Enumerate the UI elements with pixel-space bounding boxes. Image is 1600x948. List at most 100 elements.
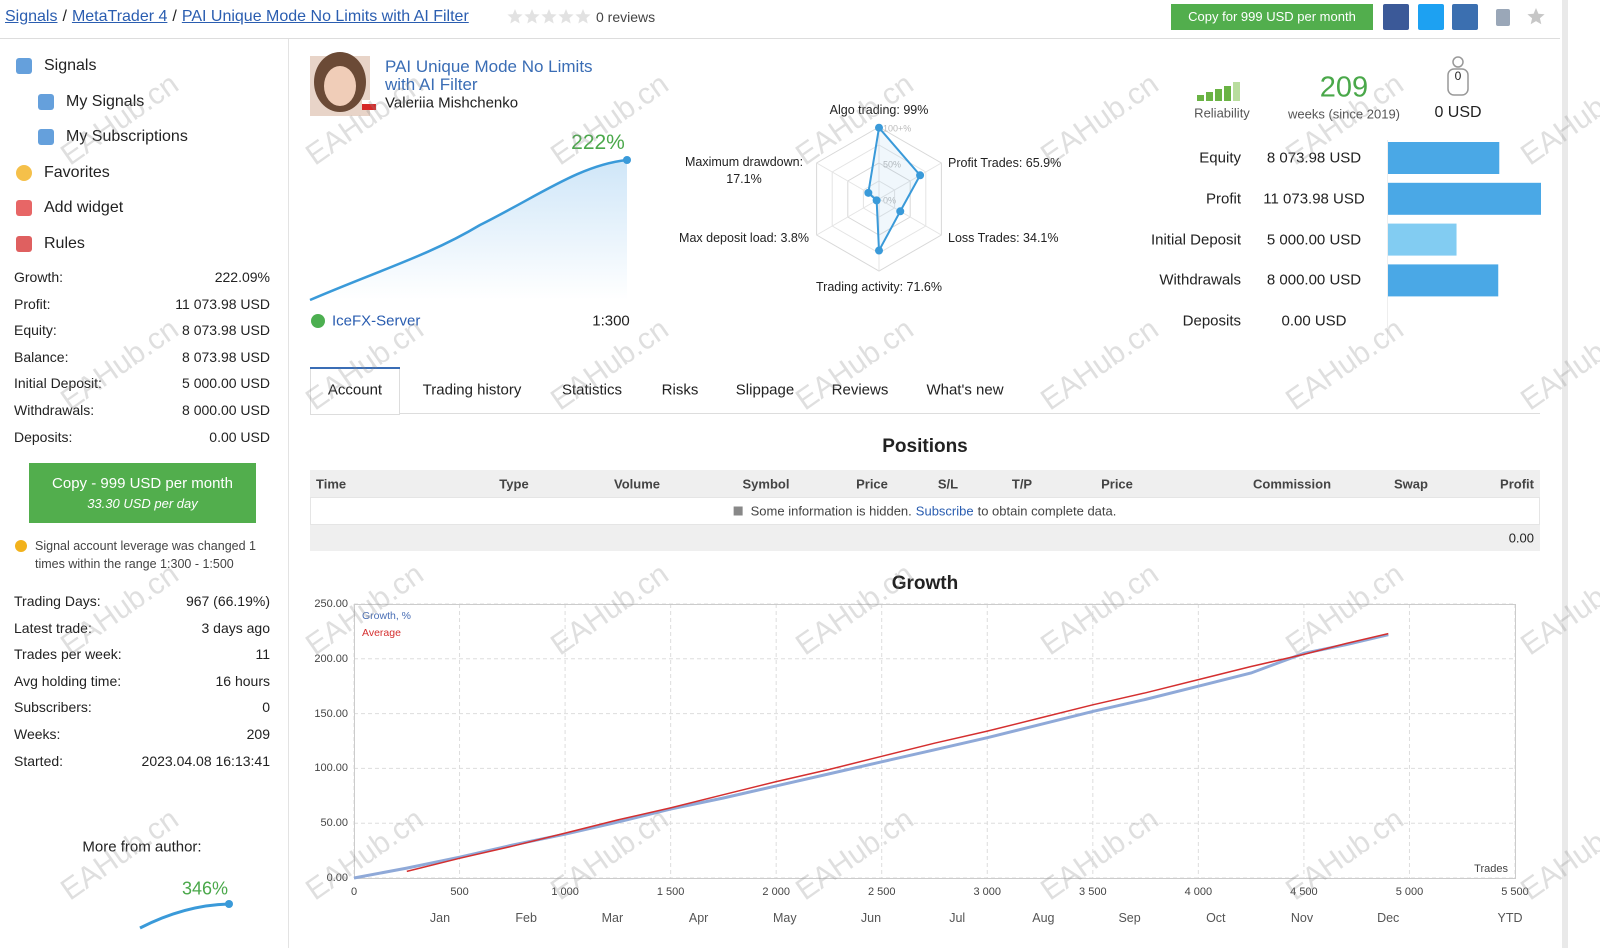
nav-item[interactable]: Rules [44, 235, 85, 252]
breadcrumb-link[interactable]: Signals [5, 8, 58, 25]
radar-label: Max deposit load: 3.8% [679, 231, 809, 245]
radar-tick-label: 0% [883, 195, 896, 205]
tab[interactable]: Account [327, 381, 383, 399]
bar-label: Initial Deposit [1150, 231, 1241, 249]
radar-label: Algo trading: 99% [829, 103, 929, 117]
radar-point [864, 188, 873, 197]
month-label: Apr [688, 911, 709, 925]
stat-label: Withdrawals: [14, 402, 95, 418]
stat-value: 11 [255, 646, 270, 663]
nav-item[interactable]: My Subscriptions [66, 128, 188, 145]
stat-value: 8 073.98 USD [182, 348, 270, 365]
stat-value: 8 073.98 USD [182, 322, 270, 339]
active-tab [310, 367, 400, 415]
star-icon [558, 9, 574, 24]
stat-value: 5 000.00 USD [182, 375, 270, 392]
growth-sparkline [309, 158, 628, 302]
tab[interactable]: Trading history [422, 381, 522, 399]
bar-value: 8 073.98 USD [1266, 149, 1362, 167]
reviews: 0 reviews [596, 9, 656, 25]
subscribe-link[interactable]: Subscribe [915, 503, 974, 519]
nav-item[interactable]: Signals [44, 57, 97, 74]
star-icon [524, 9, 540, 24]
hidden-notice: Some information is hidden. Subscribe to o… [733, 503, 1116, 519]
x-tick-label: 4 000 [1184, 886, 1213, 898]
reliability-bar [1206, 92, 1213, 101]
column-header: S/L [937, 476, 959, 492]
author-sparkline-end [225, 900, 233, 908]
stat-label: Deposits: [14, 428, 73, 445]
bar-label: Profit [1205, 190, 1241, 208]
tab[interactable]: What's new [926, 381, 1004, 399]
stat-label: Initial Deposit: [14, 375, 102, 392]
tab[interactable]: Slippage [735, 381, 795, 399]
x-tick-label: 3 000 [973, 886, 1002, 898]
bar-value: 8 000.00 USD [1266, 271, 1362, 289]
hidden-text: Some information is hidden. [750, 503, 912, 519]
x-tick-label: 2 000 [762, 886, 790, 898]
x-tick-label: 1 500 [656, 886, 685, 898]
lock-icon [733, 506, 743, 516]
stat-label: Balance: [14, 348, 69, 365]
stat-value: 0.00 USD [209, 428, 270, 445]
warning-icon [15, 540, 27, 552]
radar-point [896, 207, 905, 216]
breadcrumb-link[interactable]: MetaTrader 4 [71, 8, 168, 25]
stat-label: Avg holding time: [14, 672, 122, 689]
subscribers-funds: 0 USD [1434, 104, 1482, 121]
author-growth: 346% [181, 878, 229, 899]
radar-tick-label: 50% [883, 159, 901, 169]
radar-point [916, 171, 925, 180]
leverage-notice: Signal account leverage was changed 1 ti… [35, 539, 256, 571]
column-header: Commission [1252, 476, 1332, 492]
average-line [406, 632, 1389, 873]
growth-percent: 222% [571, 131, 625, 154]
radar-point [875, 246, 883, 255]
table-total [310, 525, 1540, 551]
nav-item[interactable]: Add widget [44, 199, 124, 216]
reliability-bar [1197, 95, 1204, 101]
radar-spoke [878, 162, 942, 200]
month-label: Aug [1032, 911, 1055, 925]
radar-label: Loss Trades: 34.1% [948, 231, 1059, 245]
reliability: Reliability [1194, 105, 1250, 121]
star-icon [1527, 8, 1545, 25]
y-tick-label: 100.00 [314, 762, 348, 775]
nav-item[interactable]: Favorites [44, 164, 110, 181]
plot-border [354, 604, 1516, 879]
summary-bar [1387, 223, 1457, 256]
x-tick-label: 2 500 [867, 886, 896, 898]
server-check [311, 314, 325, 328]
reliability-bar [1224, 86, 1231, 101]
scrollbar [1562, 0, 1568, 948]
stat-value: 222.09% [214, 269, 270, 285]
summary-bar [1387, 264, 1499, 297]
x-tick-label: 4 500 [1290, 886, 1318, 898]
tab[interactable]: Risks [661, 381, 699, 399]
stat-label: Latest trade: [14, 619, 92, 636]
bar-value: 5 000.00 USD [1266, 231, 1362, 249]
stat-value: 0 [262, 699, 270, 716]
stat-label: Started: [14, 752, 64, 769]
column-header: Profit [1500, 476, 1534, 492]
copy-button[interactable]: Copy for 999 USD per month [1171, 4, 1373, 30]
stat-label: Profit: [14, 295, 51, 312]
tab[interactable]: Reviews [831, 381, 889, 399]
x-tick-label: 0 [350, 886, 358, 898]
breadcrumb-link[interactable]: PAI Unique Mode No Limits with AI Filter [181, 8, 469, 25]
column-header: Volume [614, 476, 660, 492]
stat-label: Subscribers: [14, 699, 92, 716]
nav-item[interactable]: My Signals [66, 93, 145, 110]
table-header [310, 470, 1540, 497]
copy-title: Copy - 999 USD per month [52, 475, 233, 492]
x-tick-label: 500 [450, 886, 469, 898]
radar-point [872, 196, 881, 205]
column-header: Price [856, 476, 888, 492]
tab[interactable]: Statistics [561, 381, 623, 399]
weeks: 209 [1319, 71, 1369, 104]
sidebar-copy-button[interactable]: Copy - 999 USD per month 33.30 USD per da… [29, 463, 256, 523]
month-label: Jul [949, 911, 966, 925]
y-tick-label: 250.00 [314, 598, 348, 610]
x-tick-label: 1 000 [551, 886, 579, 898]
